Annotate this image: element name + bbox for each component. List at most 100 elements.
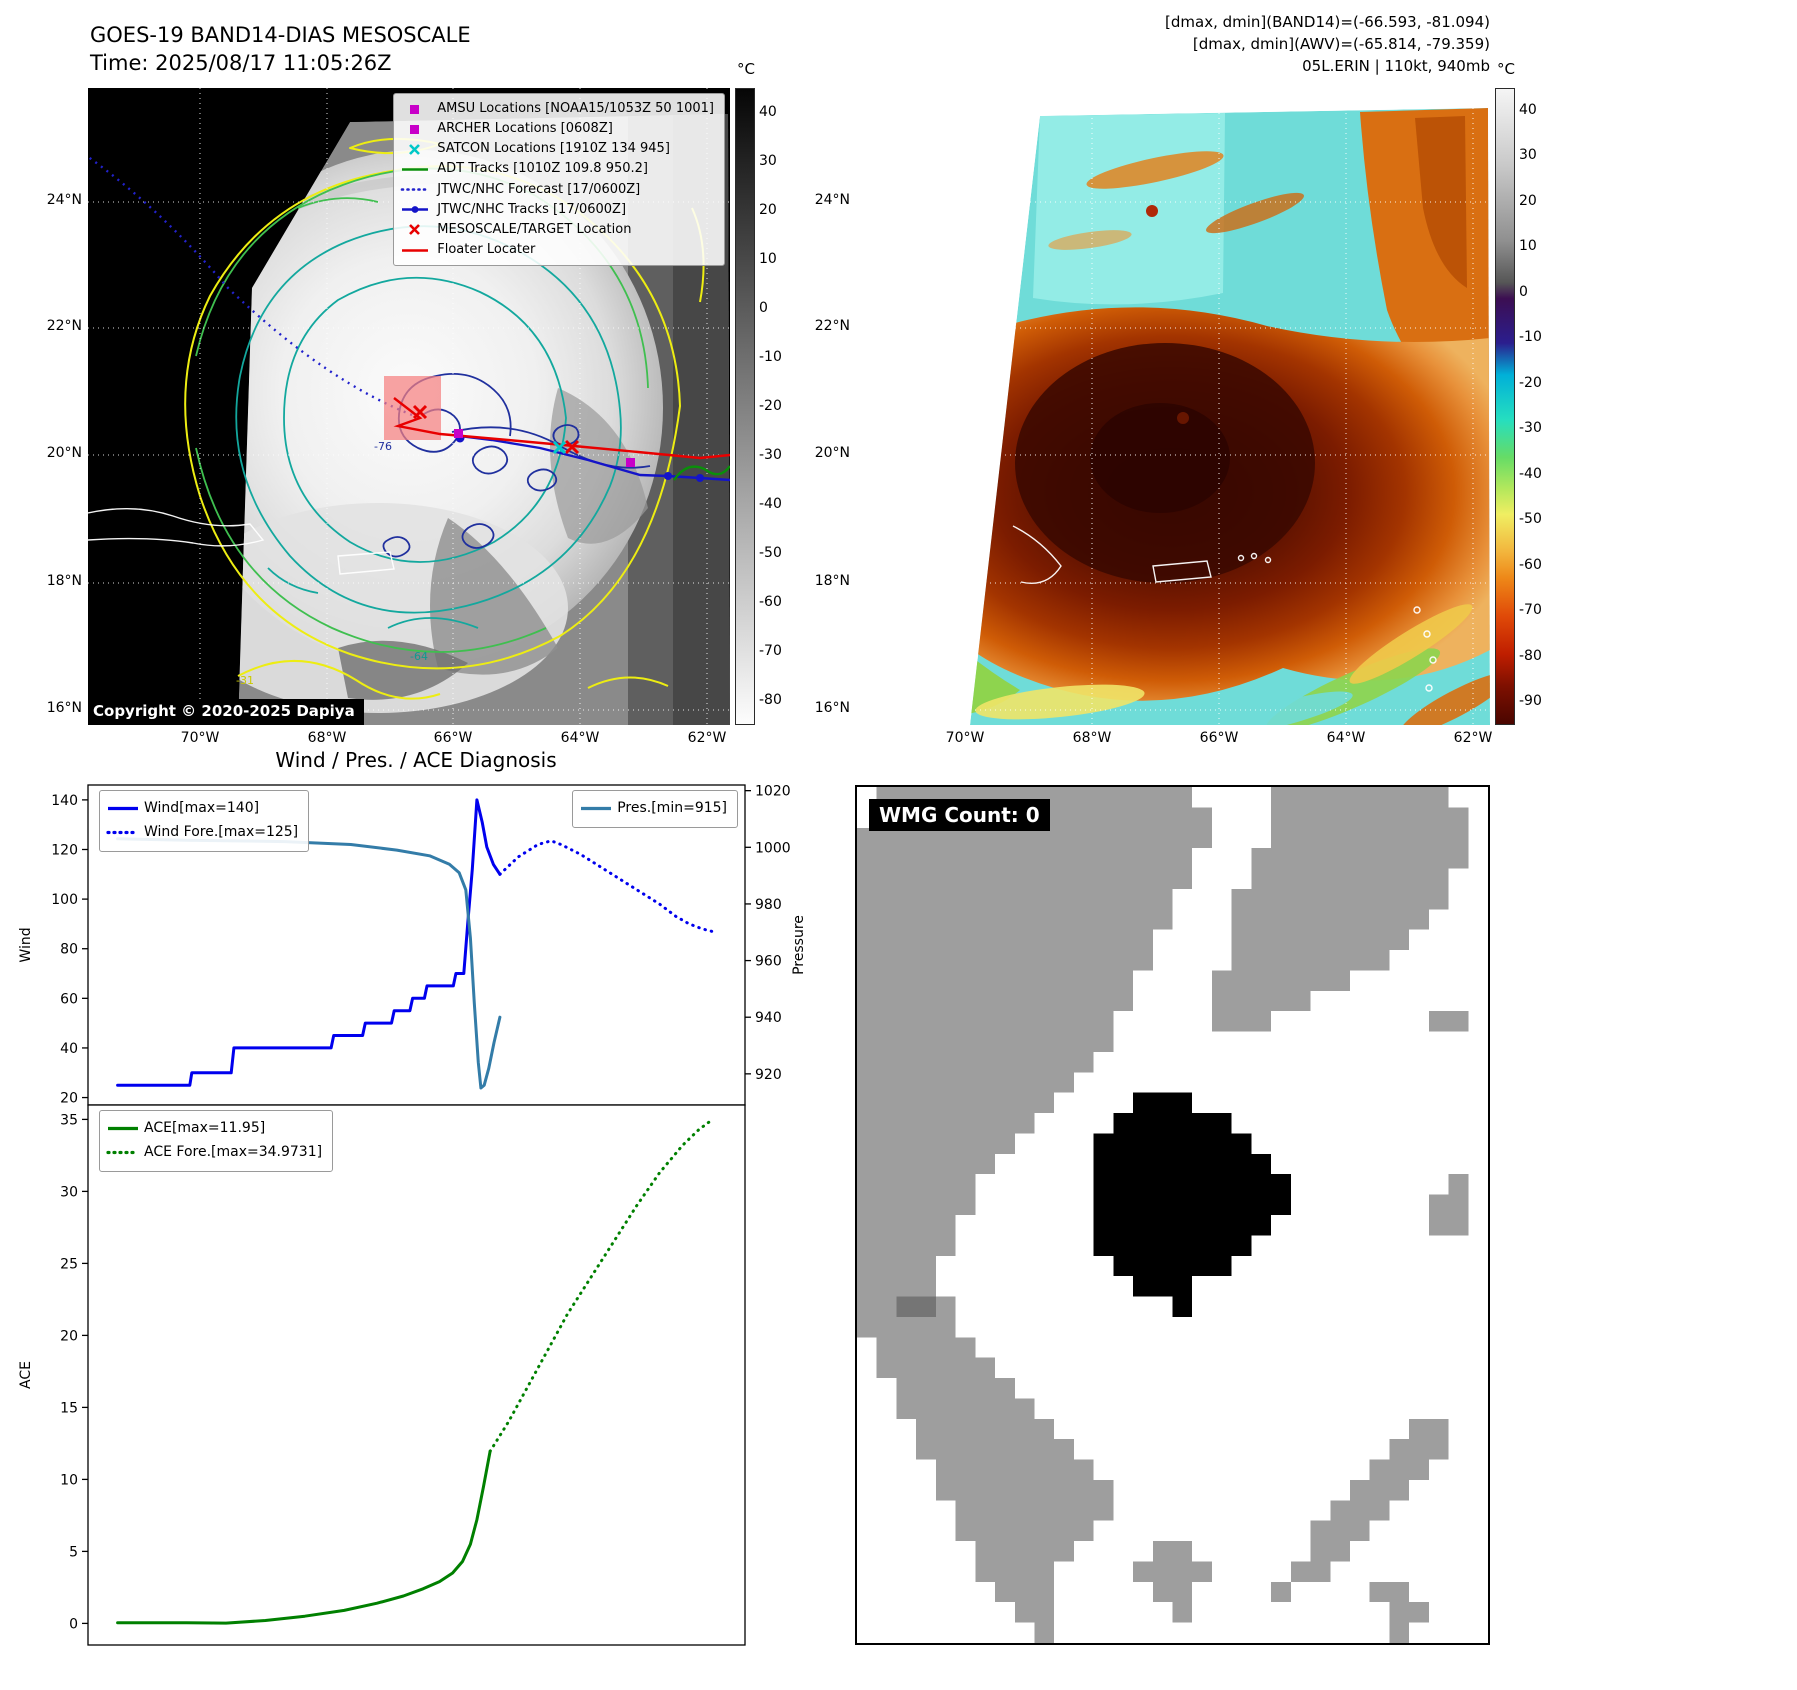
legend-item: SATCON Locations [1910Z 134 945] <box>399 139 714 159</box>
wind-axis-label: Wind <box>18 927 34 962</box>
svg-text:1000: 1000 <box>755 840 791 856</box>
svg-text:20: 20 <box>60 1328 78 1344</box>
chart-legend-line-icon <box>106 826 138 839</box>
pressure-legend: Pres.[min=915] <box>572 790 738 828</box>
svg-text:940: 940 <box>755 1010 782 1026</box>
legend-x-icon <box>399 143 431 156</box>
svg-text:25: 25 <box>60 1256 78 1272</box>
band14-colorbar-tick: 30 <box>759 152 777 169</box>
legend-label: ARCHER Locations [0608Z] <box>437 121 613 137</box>
band14-colorbar-tick: 10 <box>759 250 777 267</box>
legend-line-dot-icon <box>399 203 431 216</box>
diagnosis-title: Wind / Pres. / ACE Diagnosis <box>275 748 557 772</box>
chart-legend-label: Pres.[min=915] <box>617 800 727 816</box>
chart-legend-line-icon <box>106 802 138 815</box>
awv-lon-tick: 64°W <box>1326 730 1366 746</box>
series-pres- <box>116 837 502 1090</box>
legend-item: JTWC/NHC Tracks [17/0600Z] <box>399 200 714 220</box>
awv-colorbar-tick: -60 <box>1519 556 1542 573</box>
archer-square-icon <box>454 429 463 438</box>
svg-text:980: 980 <box>755 897 782 913</box>
band14-lon-tick: 66°W <box>433 730 473 746</box>
chart-legend-label: ACE Fore.[max=34.9731] <box>144 1143 323 1160</box>
svg-text:960: 960 <box>755 954 782 970</box>
awv-lat-tick: 22°N <box>814 318 850 334</box>
band14-title-block: GOES-19 BAND14-DIAS MESOSCALE Time: 2025… <box>90 22 471 77</box>
awv-colorbar-tick: -70 <box>1519 602 1542 619</box>
legend-item: MESOSCALE/TARGET Location <box>399 220 714 240</box>
chart-legend-line-icon <box>106 1146 138 1159</box>
ace-axis-label: ACE <box>18 1361 34 1389</box>
mesoscale-target-box <box>384 376 441 440</box>
legend-label: JTWC/NHC Tracks [17/0600Z] <box>437 201 627 217</box>
band14-colorbar-tick: -10 <box>759 348 782 365</box>
legend-square-icon <box>399 103 431 116</box>
awv-header-block: [dmax, dmin](BAND14)=(-66.593, -81.094) … <box>1165 12 1490 77</box>
band14-title: GOES-19 BAND14-DIAS MESOSCALE <box>90 23 471 47</box>
legend-label: MESOSCALE/TARGET Location <box>437 221 632 237</box>
band14-colorbar-tick: -50 <box>759 544 782 561</box>
legend-label: JTWC/NHC Forecast [17/0600Z] <box>437 181 641 197</box>
awv-colorbar-tick: -30 <box>1519 420 1542 437</box>
awv-colorbar <box>1495 88 1515 725</box>
awv-colorbar-tick: 20 <box>1519 192 1537 209</box>
band14-colorbar-tick: 0 <box>759 299 768 316</box>
awv-graticule <box>855 88 1490 725</box>
floater-track <box>393 397 730 460</box>
contour-label: -64 <box>410 650 428 663</box>
legend-square-icon <box>399 123 431 136</box>
band14-map-panel: -76 -64 -31 AMSU Locations [NOAA15/1053Z… <box>88 88 730 725</box>
satcon-x-icon <box>552 440 567 455</box>
band14-colorbar-tick: -30 <box>759 446 782 463</box>
chart-legend-item: Wind[max=140] <box>106 797 298 821</box>
awv-colorbar-tick: 0 <box>1519 283 1528 300</box>
svg-text:80: 80 <box>60 942 78 958</box>
chart-legend-item: ACE[max=11.95] <box>106 1117 322 1141</box>
legend-item: JTWC/NHC Forecast [17/0600Z] <box>399 180 714 200</box>
svg-text:10: 10 <box>60 1472 78 1488</box>
band14-colorbar-tick: 20 <box>759 201 777 218</box>
svg-text:1020: 1020 <box>755 784 791 800</box>
copyright-label: Copyright © 2020-2025 Dapiya <box>88 699 364 725</box>
legend-label: ADT Tracks [1010Z 109.8 950.2] <box>437 161 648 177</box>
legend-dotted-line-icon <box>399 183 431 196</box>
awv-lon-tick: 66°W <box>1199 730 1239 746</box>
svg-text:0: 0 <box>69 1616 78 1632</box>
svg-text:40: 40 <box>60 1041 78 1057</box>
legend-line-icon <box>399 244 431 257</box>
awv-colorbar-tick: 10 <box>1519 238 1537 255</box>
band14-lat-tick: 18°N <box>46 573 82 589</box>
awv-colorbar-tick: 30 <box>1519 147 1537 164</box>
svg-text:920: 920 <box>755 1067 782 1083</box>
svg-text:140: 140 <box>51 793 78 809</box>
legend-item: ADT Tracks [1010Z 109.8 950.2] <box>399 159 714 179</box>
awv-colorbar-tick: -40 <box>1519 465 1542 482</box>
band14-colorbar-unit: °C <box>737 60 755 78</box>
awv-imagery <box>970 108 1490 725</box>
awv-colorbar-unit: °C <box>1497 60 1515 78</box>
legend-label: Floater Locater <box>437 241 536 257</box>
svg-text:15: 15 <box>60 1400 78 1416</box>
awv-lon-tick: 68°W <box>1072 730 1112 746</box>
chart-legend-item: Pres.[min=915] <box>579 797 727 821</box>
band14-colorbar-tick: -70 <box>759 642 782 659</box>
svg-text:30: 30 <box>60 1184 78 1200</box>
legend-label: AMSU Locations [NOAA15/1053Z 50 1001] <box>437 101 714 116</box>
ace-legend: ACE[max=11.95] ACE Fore.[max=34.9731] <box>99 1110 334 1172</box>
chart-legend-label: Wind Fore.[max=125] <box>144 823 299 840</box>
legend-item: AMSU Locations [NOAA15/1053Z 50 1001] <box>399 99 714 119</box>
svg-text:20: 20 <box>60 1091 78 1107</box>
dmax-dmin-awv: [dmax, dmin](AWV)=(-65.814, -79.359) <box>1192 34 1490 53</box>
awv-satellite-image <box>855 88 1490 725</box>
band14-map-legend: AMSU Locations [NOAA15/1053Z 50 1001] ARC… <box>393 93 725 267</box>
legend-x-icon <box>399 223 431 236</box>
contour-labels: -76 -64 -31 <box>236 440 428 687</box>
awv-colorbar-tick: -10 <box>1519 329 1542 346</box>
series-ace <box>116 1449 492 1625</box>
band14-colorbar-tick: -20 <box>759 397 782 414</box>
band14-colorbar-tick: -80 <box>759 691 782 708</box>
svg-text:60: 60 <box>60 991 78 1007</box>
awv-colorbar-tick: 40 <box>1519 101 1537 118</box>
awv-colorbar-tick: -90 <box>1519 693 1542 710</box>
awv-lat-tick: 16°N <box>814 700 850 716</box>
